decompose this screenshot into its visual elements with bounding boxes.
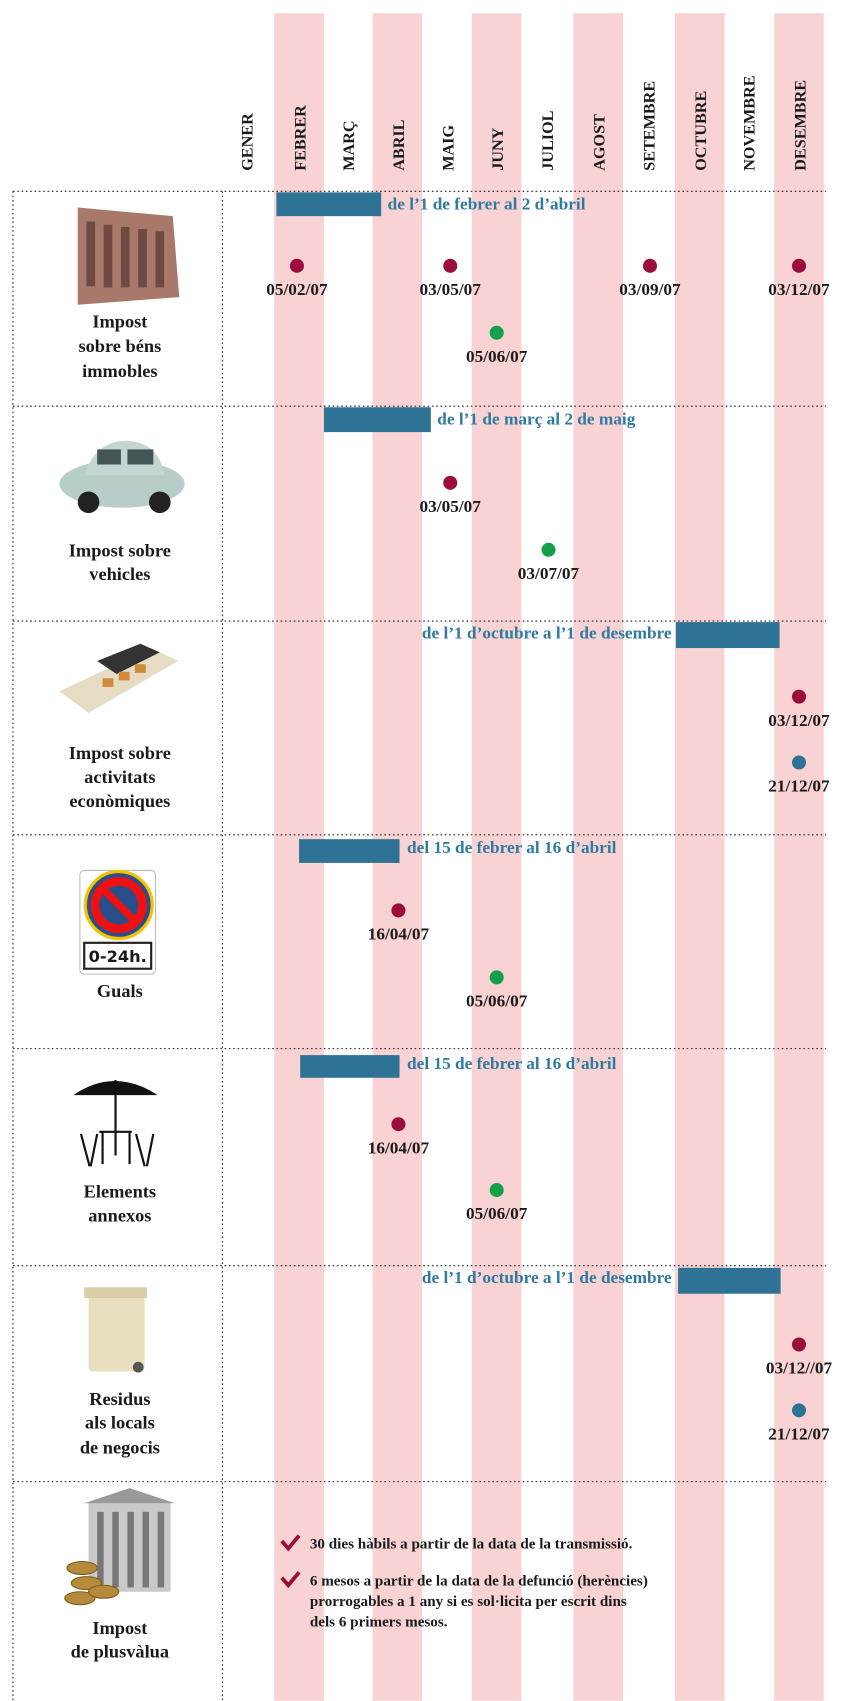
date-label: 05/02/07 [266,280,328,299]
date-dot [490,970,504,984]
month-label: MAIG [439,125,457,171]
note-text: 6 mesos a partir de la data de la defunc… [310,1573,648,1589]
month-label: MARÇ [340,120,358,170]
period-text: de l’1 de març al 2 de maig [437,410,635,429]
date-label: 05/06/07 [466,347,528,366]
date-label: 16/04/07 [368,925,430,944]
period-bar [676,622,780,648]
date-label: 03/05/07 [420,497,482,516]
period-text: del 15 de febrer al 16 d’abril [407,1054,617,1073]
date-label: 03/12//07 [766,1359,833,1378]
month-band [675,13,725,1701]
period-text: de l’1 d’octubre a l’1 de desembre [422,1268,672,1287]
icon-building [78,208,179,305]
row-label: econòmiques [69,791,170,811]
date-dot [792,259,806,273]
date-dot [490,1183,504,1197]
date-dot [443,259,457,273]
month-label: OCTUBRE [692,91,710,171]
row-label: als locals [85,1413,155,1433]
row-label: Impost sobre [69,540,171,560]
month-label: DESEMBRE [791,80,809,171]
note-text: prorrogables a 1 any si es sol·licita pe… [310,1594,627,1610]
month-label: AGOST [591,114,609,171]
date-label: 03/05/07 [420,280,482,299]
date-dot [541,543,555,557]
date-dot [443,476,457,490]
row-label: activitats [84,767,155,787]
date-dot [792,1403,806,1417]
sign-text: 0-24h. [89,947,147,966]
date-dot [792,1337,806,1351]
row-label: immobles [82,361,157,381]
icon-calculator [59,644,178,713]
row-label: Residus [89,1389,150,1409]
date-dot [792,690,806,704]
date-label: 03/12/07 [768,280,830,299]
month-label: JUNY [489,127,507,170]
row-label: Impost [92,1618,148,1638]
month-label: GENER [239,113,257,171]
month-label: JULIOL [539,110,557,170]
period-bar [678,1268,781,1294]
date-dot [643,259,657,273]
date-label: 21/12/07 [768,777,830,796]
date-dot [391,1117,405,1131]
row-label: annexos [88,1205,151,1225]
icon-car [59,441,184,513]
row-label: Elements [84,1182,156,1202]
date-label: 03/09/07 [619,280,681,299]
icon-bin [84,1287,147,1372]
row-label: de negocis [80,1438,160,1458]
period-text: de l’1 d’octubre a l’1 de desembre [422,623,672,642]
icon-terrace [73,1080,157,1166]
row-label: Guals [97,981,143,1001]
row-label: vehicles [89,564,150,584]
month-label: NOVEMBRE [741,75,759,170]
date-label: 16/04/07 [368,1138,430,1157]
period-bar [299,839,399,863]
date-dot [290,259,304,273]
month-label: ABRIL [390,119,408,170]
row-label: de plusvàlua [71,1642,169,1662]
date-dot [391,903,405,917]
row-label: sobre béns [78,336,161,356]
date-label: 05/06/07 [466,1204,528,1223]
date-dot [490,326,504,340]
date-label: 03/07/07 [518,564,580,583]
note-text: 30 dies hàbils a partir de la data de la… [310,1537,633,1553]
row-label: Impost [92,311,148,331]
month-label: FEBRER [292,105,310,171]
period-text: de l’1 de febrer al 2 d’abril [388,195,586,214]
period-bar [276,192,381,216]
period-bar [324,407,431,432]
date-label: 05/06/07 [466,992,528,1011]
icon-bank-coins [65,1488,175,1605]
period-bar [300,1055,399,1078]
month-label: SETEMBRE [640,81,658,171]
date-dot [792,755,806,769]
period-text: del 15 de febrer al 16 d’abril [407,838,617,857]
row-label: Impost sobre [69,743,171,763]
note-text: dels 6 primers mesos. [310,1614,448,1630]
date-label: 21/12/07 [768,1425,830,1444]
tax-calendar: GENER FEBRER MARÇ ABRIL MAIG JUNY JULIOL AGOST S… [0,0,853,1701]
icon-sign: 0-24h. [80,870,156,974]
date-label: 03/12/07 [768,711,830,730]
